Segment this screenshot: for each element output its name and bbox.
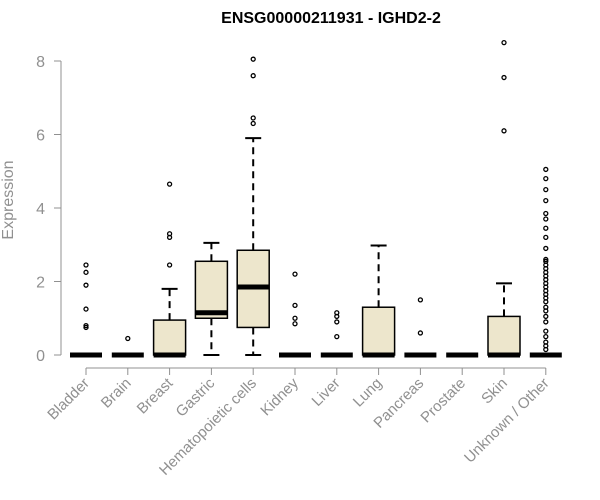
box-hematopoietic-cells [236, 56, 270, 356]
outlier-point [166, 231, 173, 237]
outlier-point [543, 339, 549, 345]
outlier-point [543, 333, 549, 340]
box-unknown-other [529, 166, 562, 358]
outlier-point [250, 56, 256, 62]
box-bladder [70, 262, 102, 358]
outlier-point [543, 166, 549, 173]
outlier-point [543, 234, 549, 241]
outlier-point [543, 328, 549, 334]
outlier-point [83, 262, 89, 268]
y-axis: 0 2 4 6 8 [36, 54, 62, 365]
y-tick-label: 0 [36, 348, 45, 365]
outlier-point [543, 245, 549, 252]
box-iqr [487, 315, 521, 356]
outlier-point [83, 282, 89, 288]
outlier-point [166, 262, 173, 268]
outlier-point [543, 258, 549, 264]
outlier-point [250, 73, 256, 79]
outlier-point [501, 128, 507, 134]
outlier-point [292, 321, 298, 327]
x-tick-label: Brain [98, 375, 135, 412]
outlier-point [543, 319, 549, 325]
box-pancreas [404, 297, 437, 358]
y-tick-label: 6 [36, 128, 45, 145]
outlier-point [250, 120, 256, 127]
outlier-point [543, 225, 549, 231]
outlier-point [166, 181, 173, 187]
x-tick-label: Prostate [417, 375, 469, 427]
outlier-point [417, 330, 424, 336]
box-kidney [279, 271, 311, 358]
outlier-point [501, 39, 507, 46]
box-liver [320, 310, 353, 358]
box-gastric [194, 241, 229, 356]
outlier-point [292, 315, 298, 321]
y-axis-label: Expression [0, 160, 17, 239]
outlier-point [543, 197, 549, 204]
x-tick-label: Liver [309, 375, 344, 410]
outlier-point [543, 313, 549, 320]
y-tick-label: 2 [36, 275, 45, 292]
box-iqr [361, 306, 396, 356]
outlier-point [543, 175, 549, 182]
chart-title: ENSG00000211931 - IGHD2-2 [221, 10, 441, 27]
outlier-point [334, 319, 340, 325]
box-iqr [194, 260, 229, 320]
x-tick-label: Lung [350, 375, 386, 411]
outlier-point [292, 302, 298, 309]
outlier-point [334, 310, 340, 316]
boxes [70, 39, 562, 358]
box-iqr [152, 319, 187, 356]
x-tick-label: Breast [134, 374, 177, 417]
outlier-point [543, 210, 549, 217]
outlier-point [543, 304, 549, 310]
outlier-point [417, 297, 424, 303]
box-skin [487, 39, 521, 358]
outlier-point [292, 271, 298, 277]
outlier-point [83, 269, 89, 275]
box-breast [152, 181, 187, 358]
outlier-point [125, 335, 131, 342]
outlier-point [543, 256, 549, 263]
x-tick-label: Kidney [257, 374, 302, 419]
x-tick-label: Skin [478, 375, 511, 408]
outlier-point [250, 115, 256, 121]
box-lung [361, 244, 396, 358]
y-tick-label: 8 [36, 54, 45, 71]
outlier-point [543, 186, 549, 193]
outlier-point [543, 216, 549, 222]
x-tick-label: Bladder [44, 375, 93, 424]
y-tick-label: 4 [36, 201, 45, 218]
outlier-point [334, 333, 340, 340]
outlier-point [83, 322, 89, 329]
outlier-point [83, 306, 89, 312]
outlier-point [501, 74, 507, 81]
box-brain [111, 335, 144, 358]
outlier-point [83, 324, 89, 331]
